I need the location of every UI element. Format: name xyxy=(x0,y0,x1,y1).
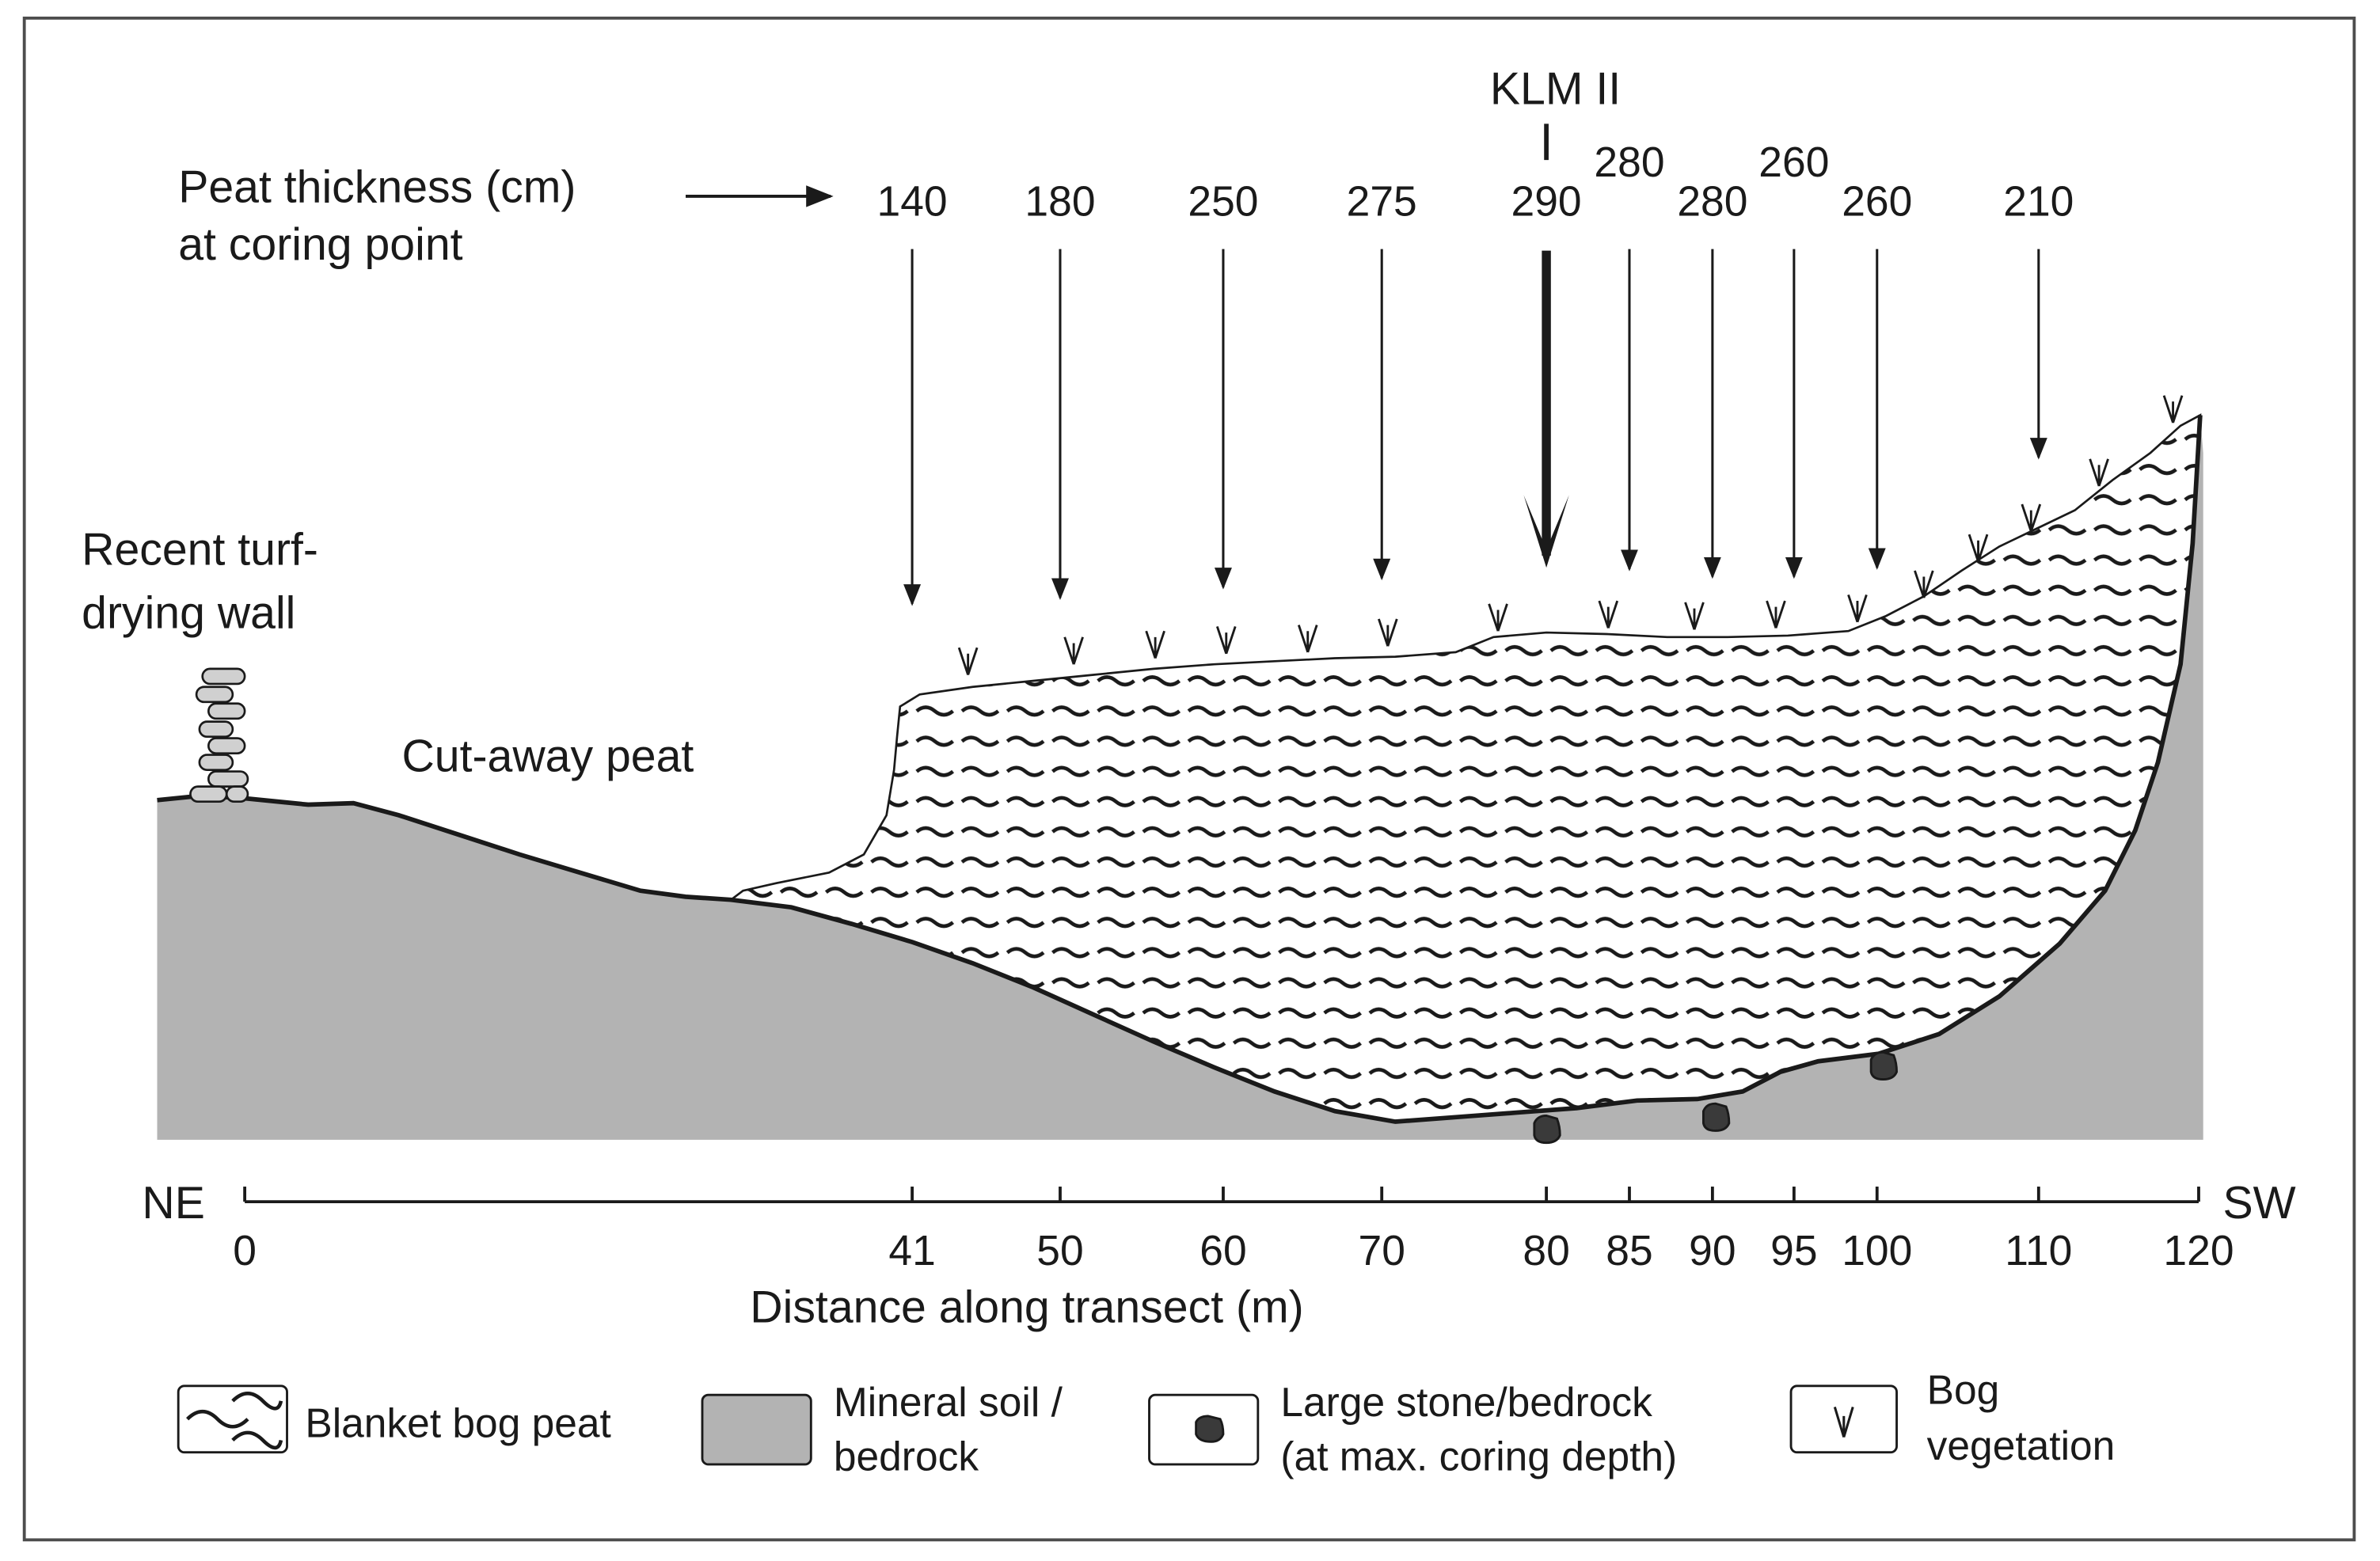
legend-peat-label: Blanket bog peat xyxy=(305,1400,610,1446)
wall-stone xyxy=(198,720,234,739)
bog-vegetation-symbol xyxy=(1684,602,1705,630)
cutaway-peat-label: Cut-away peat xyxy=(401,731,694,782)
legend-veg-label-line1: Bog xyxy=(1927,1367,2000,1413)
bog-vegetation-symbol xyxy=(2089,458,2109,487)
axis-tick-label: 70 xyxy=(1359,1228,1405,1274)
thickness-label: 260 xyxy=(1758,139,1829,186)
axis-tick-label: 50 xyxy=(1036,1228,1083,1274)
bog-vegetation-symbol xyxy=(2021,503,2042,532)
wall-stone xyxy=(207,737,246,755)
thickness-label: 290 xyxy=(1511,179,1582,226)
bog-vegetation-symbol xyxy=(1063,636,1084,665)
large-stones xyxy=(1533,1050,1898,1145)
large-stone xyxy=(1533,1114,1561,1145)
thickness-label: 140 xyxy=(877,179,948,226)
legend-peat-swatch xyxy=(177,1384,288,1454)
turf-drying-wall xyxy=(189,667,249,803)
thickness-label: 280 xyxy=(1594,139,1664,186)
wall-label-line1: Recent turf- xyxy=(82,524,318,575)
bog-vegetation-symbols xyxy=(957,395,2184,675)
legend-peat-symbol xyxy=(186,1392,283,1450)
axis-tick-label: 0 xyxy=(233,1228,257,1274)
axis-tick-label: 60 xyxy=(1200,1228,1246,1274)
axis-tick-label: 120 xyxy=(2163,1228,2234,1274)
wall-stone xyxy=(201,667,246,686)
wall-stone xyxy=(195,686,234,704)
bog-vegetation-symbol xyxy=(1598,600,1619,629)
figure-frame xyxy=(22,16,2356,1542)
bog-vegetation-symbol xyxy=(2162,395,2184,423)
bog-vegetation-symbol xyxy=(1297,625,1318,653)
large-stone xyxy=(1702,1102,1731,1132)
klm-label: KLM II xyxy=(1490,64,1621,115)
wall-label-line2: drying wall xyxy=(82,587,295,638)
thickness-label: 260 xyxy=(1842,179,1912,226)
peat-thickness-label-line1: Peat thickness (cm) xyxy=(178,162,576,213)
bog-vegetation-symbol xyxy=(1488,603,1508,632)
legend-veg-symbol xyxy=(1833,1407,1854,1438)
bog-vegetation-symbol xyxy=(957,647,979,675)
wall-stone xyxy=(189,785,228,803)
axis-title: Distance along transect (m) xyxy=(750,1282,1303,1333)
wall-stone xyxy=(207,702,246,720)
thickness-label: 210 xyxy=(2003,179,2074,226)
axis-dir-sw: SW xyxy=(2222,1178,2295,1229)
thickness-label: 180 xyxy=(1025,179,1095,226)
klm-core-arrow xyxy=(1523,250,1569,568)
axis-tick-label: 100 xyxy=(1842,1228,1912,1274)
legend-veg-label-line2: vegetation xyxy=(1927,1422,2116,1468)
distance-axis: NE SW 0 41 50 60 70 80 85 90 95 100 110 120 Distanc… xyxy=(142,1178,2295,1333)
legend-stone-label-line1: Large stone/bedrock xyxy=(1280,1379,1652,1425)
axis-dir-ne: NE xyxy=(142,1178,204,1229)
axis-tick-label: 90 xyxy=(1689,1228,1736,1274)
large-stone xyxy=(1869,1050,1898,1081)
mineral-surface-line xyxy=(157,415,2203,1124)
bog-vegetation-symbol xyxy=(1914,570,1934,598)
axis-tick-label: 41 xyxy=(888,1228,935,1274)
wall-stone xyxy=(225,785,249,803)
peat-thickness-label-line2: at coring point xyxy=(178,219,462,270)
axis-tick-label: 85 xyxy=(1606,1228,1652,1274)
thickness-label: 250 xyxy=(1188,179,1258,226)
legend-mineral-swatch xyxy=(701,1393,812,1466)
bog-vegetation-symbol xyxy=(1766,600,1786,629)
bog-vegetation-symbol xyxy=(1967,534,1989,562)
legend-stone-symbol xyxy=(1195,1415,1225,1443)
mineral-soil-area xyxy=(157,415,2203,1140)
legend: Blanket bog peat Mineral soil / bedrock … xyxy=(177,1367,2116,1479)
wall-stone xyxy=(198,754,234,771)
bog-vegetation-symbol xyxy=(1847,594,1868,623)
wall-stone xyxy=(207,770,249,788)
thickness-label: 275 xyxy=(1347,179,1417,226)
bog-vegetation-symbol xyxy=(1215,626,1237,655)
legend-mineral-label-line2: bedrock xyxy=(834,1434,979,1479)
bog-vegetation-symbol xyxy=(1145,630,1165,659)
bog-vegetation-symbol xyxy=(1378,618,1398,647)
axis-tick-label: 80 xyxy=(1523,1228,1569,1274)
thickness-label: 280 xyxy=(1677,179,1747,226)
axis-tick-label: 110 xyxy=(2005,1228,2072,1274)
legend-mineral-label-line1: Mineral soil / xyxy=(834,1379,1063,1425)
legend-stone-label-line2: (at max. coring depth) xyxy=(1280,1434,1677,1479)
axis-tick-label: 95 xyxy=(1770,1228,1817,1274)
